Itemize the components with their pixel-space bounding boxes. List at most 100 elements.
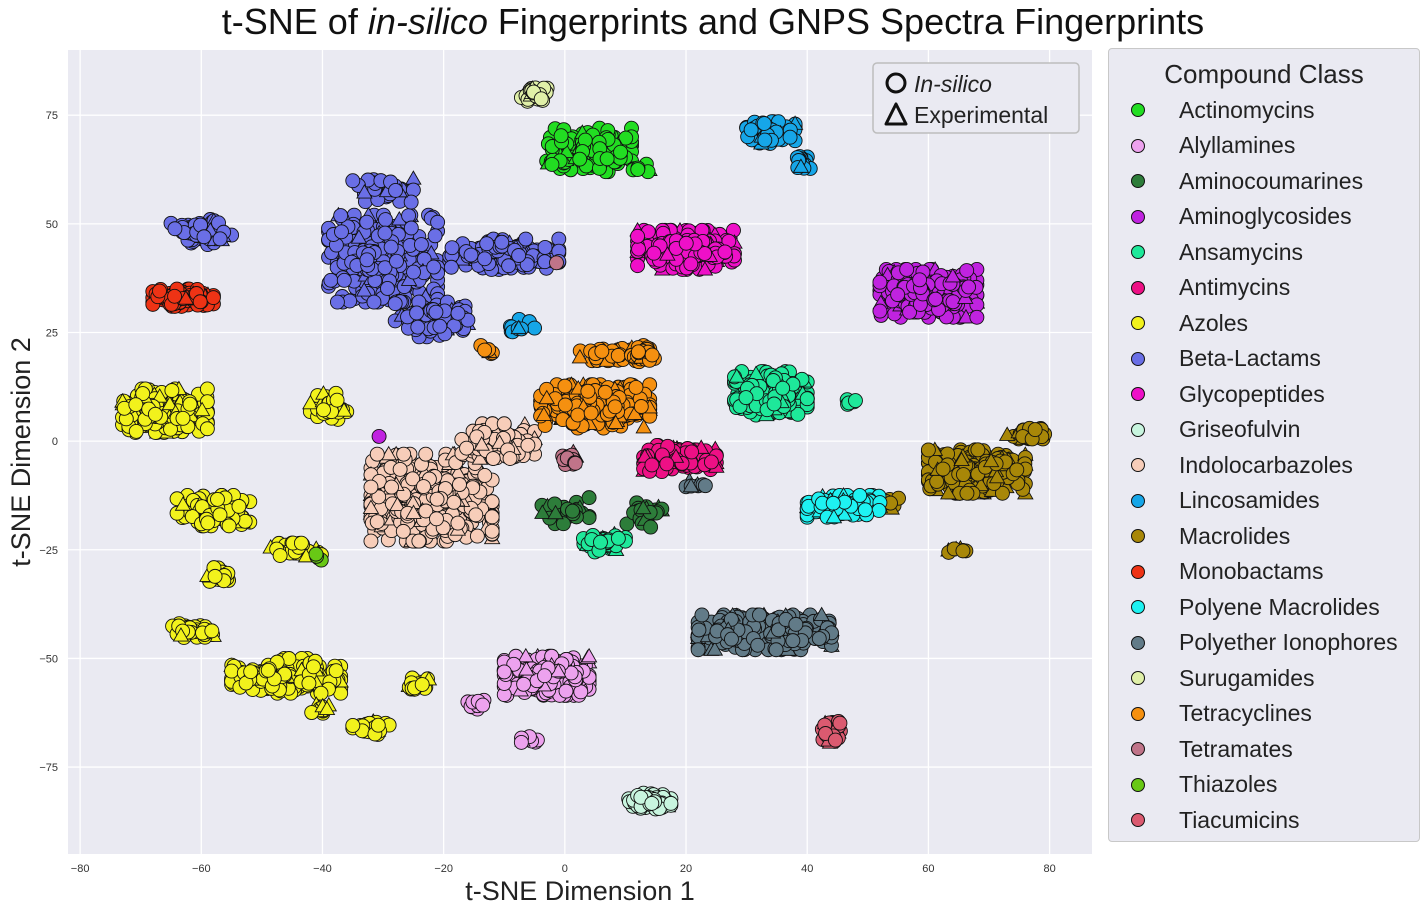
in-silico-point bbox=[383, 239, 399, 255]
in-silico-point bbox=[610, 530, 626, 546]
in-silico-point bbox=[691, 622, 707, 638]
in-silico-point bbox=[902, 304, 918, 320]
in-silico-point bbox=[516, 676, 532, 692]
in-silico-point bbox=[413, 237, 429, 253]
in-silico-point bbox=[200, 515, 216, 531]
in-silico-point bbox=[558, 683, 574, 699]
in-silico-point bbox=[316, 402, 331, 418]
in-silico-point bbox=[405, 182, 421, 198]
in-silico-point bbox=[928, 291, 944, 307]
in-silico-point bbox=[477, 251, 493, 267]
in-silico-point bbox=[790, 406, 806, 422]
in-silico-point bbox=[370, 717, 386, 733]
in-silico-point bbox=[243, 664, 259, 680]
in-silico-point bbox=[359, 252, 375, 268]
in-silico-point bbox=[502, 451, 518, 466]
in-silico-point bbox=[697, 478, 713, 494]
in-silico-point bbox=[811, 631, 827, 647]
in-silico-point bbox=[475, 697, 491, 713]
in-silico-point bbox=[659, 456, 675, 472]
in-silico-point bbox=[380, 280, 395, 296]
in-silico-point bbox=[409, 305, 425, 321]
in-silico-point bbox=[389, 253, 404, 269]
in-silico-point bbox=[496, 416, 512, 432]
in-silico-point bbox=[260, 662, 276, 678]
in-silico-point bbox=[520, 437, 536, 453]
in-silico-point bbox=[694, 607, 710, 623]
series-antimycins bbox=[635, 438, 725, 480]
in-silico-point bbox=[920, 442, 936, 458]
in-silico-point bbox=[630, 258, 646, 274]
in-silico-point bbox=[1027, 422, 1043, 438]
in-silico-point bbox=[363, 479, 379, 495]
in-silico-point bbox=[572, 151, 588, 167]
in-silico-point bbox=[237, 513, 253, 529]
in-silico-point bbox=[959, 263, 975, 278]
in-silico-point bbox=[304, 705, 320, 720]
in-silico-point bbox=[377, 225, 393, 241]
in-silico-point bbox=[644, 457, 660, 473]
in-silico-point bbox=[961, 279, 977, 295]
in-silico-point bbox=[210, 491, 225, 507]
in-silico-point bbox=[328, 663, 344, 679]
data-points bbox=[114, 80, 1053, 817]
in-silico-point bbox=[469, 528, 485, 544]
in-silico-point bbox=[785, 633, 801, 649]
in-silico-point bbox=[128, 423, 144, 439]
in-silico-point bbox=[443, 259, 459, 275]
in-silico-point bbox=[970, 442, 986, 458]
in-silico-point bbox=[147, 406, 163, 422]
in-silico-point bbox=[369, 446, 385, 462]
in-silico-point bbox=[182, 396, 198, 412]
in-silico-point bbox=[164, 383, 180, 398]
in-silico-point bbox=[459, 440, 475, 456]
experimental-point bbox=[547, 504, 564, 520]
in-silico-point bbox=[768, 642, 784, 658]
in-silico-point bbox=[224, 663, 240, 679]
in-silico-point bbox=[345, 173, 361, 189]
in-silico-point bbox=[643, 519, 659, 535]
in-silico-point bbox=[293, 535, 309, 551]
in-silico-point bbox=[231, 498, 247, 514]
in-silico-point bbox=[871, 503, 887, 518]
in-silico-point bbox=[799, 391, 815, 407]
in-silico-point bbox=[494, 234, 510, 250]
in-silico-point bbox=[544, 156, 560, 172]
in-silico-point bbox=[363, 533, 379, 549]
in-silico-point bbox=[418, 446, 434, 462]
in-silico-point bbox=[401, 208, 417, 224]
in-silico-point bbox=[631, 241, 646, 257]
in-silico-point bbox=[513, 734, 529, 750]
in-silico-point bbox=[775, 380, 791, 396]
in-silico-point bbox=[581, 510, 597, 526]
in-silico-point bbox=[593, 534, 608, 550]
in-silico-point bbox=[167, 221, 183, 237]
in-silico-point bbox=[683, 256, 699, 272]
in-silico-point bbox=[192, 294, 208, 310]
in-silico-point bbox=[411, 533, 427, 549]
in-silico-point bbox=[207, 568, 223, 584]
in-silico-point bbox=[646, 245, 662, 261]
in-silico-point bbox=[152, 283, 167, 299]
in-silico-point bbox=[756, 116, 772, 131]
experimental-point bbox=[517, 647, 535, 663]
in-silico-point bbox=[484, 523, 500, 539]
in-silico-point bbox=[212, 231, 228, 247]
in-silico-point bbox=[371, 428, 387, 444]
in-silico-point bbox=[477, 468, 493, 483]
in-silico-point bbox=[555, 516, 571, 532]
series-actinomycins bbox=[539, 120, 658, 180]
in-silico-point bbox=[872, 274, 888, 290]
in-silico-point bbox=[403, 220, 419, 236]
in-silico-point bbox=[369, 514, 385, 530]
in-silico-point bbox=[766, 396, 782, 412]
in-silico-point bbox=[929, 474, 945, 489]
in-silico-point bbox=[723, 611, 739, 627]
in-silico-point bbox=[334, 224, 349, 240]
experimental-point bbox=[634, 499, 652, 515]
in-silico-point bbox=[196, 229, 212, 245]
in-silico-point bbox=[199, 381, 215, 397]
experimental-point bbox=[944, 267, 962, 283]
in-silico-point bbox=[782, 129, 798, 145]
